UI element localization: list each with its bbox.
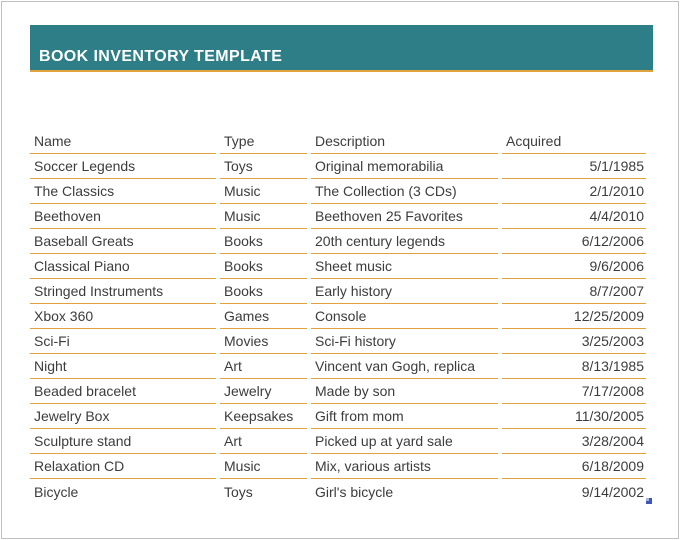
column-header-acquired: Acquired — [502, 133, 646, 154]
column-header-name: Name — [30, 133, 216, 154]
cell-type[interactable]: Books — [220, 254, 307, 279]
table-row: Beethoven Music Beethoven 25 Favorites 4… — [30, 204, 646, 229]
cell-name[interactable]: Soccer Legends — [30, 154, 216, 179]
page-title: BOOK INVENTORY TEMPLATE — [39, 48, 283, 65]
cell-type[interactable]: Jewelry — [220, 379, 307, 404]
cell-acquired[interactable]: 4/4/2010 — [502, 204, 646, 229]
cell-type[interactable]: Keepsakes — [220, 404, 307, 429]
cell-acquired[interactable]: 7/17/2008 — [502, 379, 646, 404]
cell-name[interactable]: Stringed Instruments — [30, 279, 216, 304]
cell-name[interactable]: Beethoven — [30, 204, 216, 229]
cell-name[interactable]: Jewelry Box — [30, 404, 216, 429]
cell-acquired[interactable]: 11/30/2005 — [502, 404, 646, 429]
cell-acquired[interactable]: 3/28/2004 — [502, 429, 646, 454]
cell-description[interactable]: Picked up at yard sale — [311, 429, 498, 454]
table-row: Xbox 360 Games Console 12/25/2009 — [30, 304, 646, 329]
cell-type[interactable]: Music — [220, 179, 307, 204]
cell-acquired[interactable]: 9/6/2006 — [502, 254, 646, 279]
table-row: Baseball Greats Books 20th century legen… — [30, 229, 646, 254]
cell-type[interactable]: Art — [220, 354, 307, 379]
cell-name[interactable]: Sculpture stand — [30, 429, 216, 454]
table-row: Bicycle Toys Girl's bicycle 9/14/2002 — [30, 479, 646, 504]
cell-acquired[interactable]: 9/14/2002 — [581, 484, 644, 500]
cell-description[interactable]: Early history — [311, 279, 498, 304]
cell-acquired[interactable]: 3/25/2003 — [502, 329, 646, 354]
cell-acquired[interactable]: 6/18/2009 — [502, 454, 646, 479]
table-row: Beaded bracelet Jewelry Made by son 7/17… — [30, 379, 646, 404]
cell-acquired[interactable]: 2/1/2010 — [502, 179, 646, 204]
cell-acquired[interactable]: 12/25/2009 — [502, 304, 646, 329]
cell-acquired[interactable]: 5/1/1985 — [502, 154, 646, 179]
cell-description[interactable]: The Collection (3 CDs) — [311, 179, 498, 204]
table-row: Night Art Vincent van Gogh, replica 8/13… — [30, 354, 646, 379]
cell-description[interactable]: Sheet music — [311, 254, 498, 279]
cell-description[interactable]: Console — [311, 304, 498, 329]
cell-description[interactable]: Girl's bicycle — [315, 484, 394, 500]
table-row: Relaxation CD Music Mix, various artists… — [30, 454, 646, 479]
inventory-table-body: Soccer Legends Toys Original memorabilia… — [30, 154, 646, 504]
cell-name[interactable]: Relaxation CD — [30, 454, 216, 479]
cell-description[interactable]: Gift from mom — [311, 404, 498, 429]
cell-type[interactable]: Toys — [220, 154, 307, 179]
cell-acquired[interactable]: 6/12/2006 — [502, 229, 646, 254]
column-header-type: Type — [220, 133, 307, 154]
cell-acquired[interactable]: 8/7/2007 — [502, 279, 646, 304]
cell-type[interactable]: Toys — [224, 484, 253, 500]
cell-name[interactable]: Baseball Greats — [30, 229, 216, 254]
cell-type[interactable]: Games — [220, 304, 307, 329]
cell-description[interactable]: Made by son — [311, 379, 498, 404]
table-row: Sci-Fi Movies Sci-Fi history 3/25/2003 — [30, 329, 646, 354]
cell-name[interactable]: Beaded bracelet — [30, 379, 216, 404]
table-row: Stringed Instruments Books Early history… — [30, 279, 646, 304]
table-row: Soccer Legends Toys Original memorabilia… — [30, 154, 646, 179]
title-banner: BOOK INVENTORY TEMPLATE — [30, 25, 653, 72]
cell-description[interactable]: Vincent van Gogh, replica — [311, 354, 498, 379]
cell-description[interactable]: 20th century legends — [311, 229, 498, 254]
table-row: Sculpture stand Art Picked up at yard sa… — [30, 429, 646, 454]
cell-name[interactable]: Xbox 360 — [30, 304, 216, 329]
table-row: Jewelry Box Keepsakes Gift from mom 11/3… — [30, 404, 646, 429]
cell-name[interactable]: Sci-Fi — [30, 329, 216, 354]
cell-type[interactable]: Art — [220, 429, 307, 454]
cell-acquired[interactable]: 8/13/1985 — [502, 354, 646, 379]
column-header-description: Description — [311, 133, 498, 154]
table-resize-handle[interactable] — [646, 498, 652, 504]
cell-name[interactable]: Classical Piano — [30, 254, 216, 279]
cell-name[interactable]: Bicycle — [34, 484, 79, 500]
cell-name[interactable]: Night — [30, 354, 216, 379]
cell-type[interactable]: Books — [220, 279, 307, 304]
cell-type[interactable]: Books — [220, 229, 307, 254]
cell-description[interactable]: Original memorabilia — [311, 154, 498, 179]
table-row: The Classics Music The Collection (3 CDs… — [30, 179, 646, 204]
cell-description[interactable]: Beethoven 25 Favorites — [311, 204, 498, 229]
table-row: Classical Piano Books Sheet music 9/6/20… — [30, 254, 646, 279]
cell-type[interactable]: Music — [220, 454, 307, 479]
inventory-table: Name Type Description Acquired Soccer Le… — [26, 133, 650, 504]
cell-type[interactable]: Movies — [220, 329, 307, 354]
cell-name[interactable]: The Classics — [30, 179, 216, 204]
cell-type[interactable]: Music — [220, 204, 307, 229]
cell-description[interactable]: Sci-Fi history — [311, 329, 498, 354]
table-header-row: Name Type Description Acquired — [30, 133, 646, 154]
cell-description[interactable]: Mix, various artists — [311, 454, 498, 479]
